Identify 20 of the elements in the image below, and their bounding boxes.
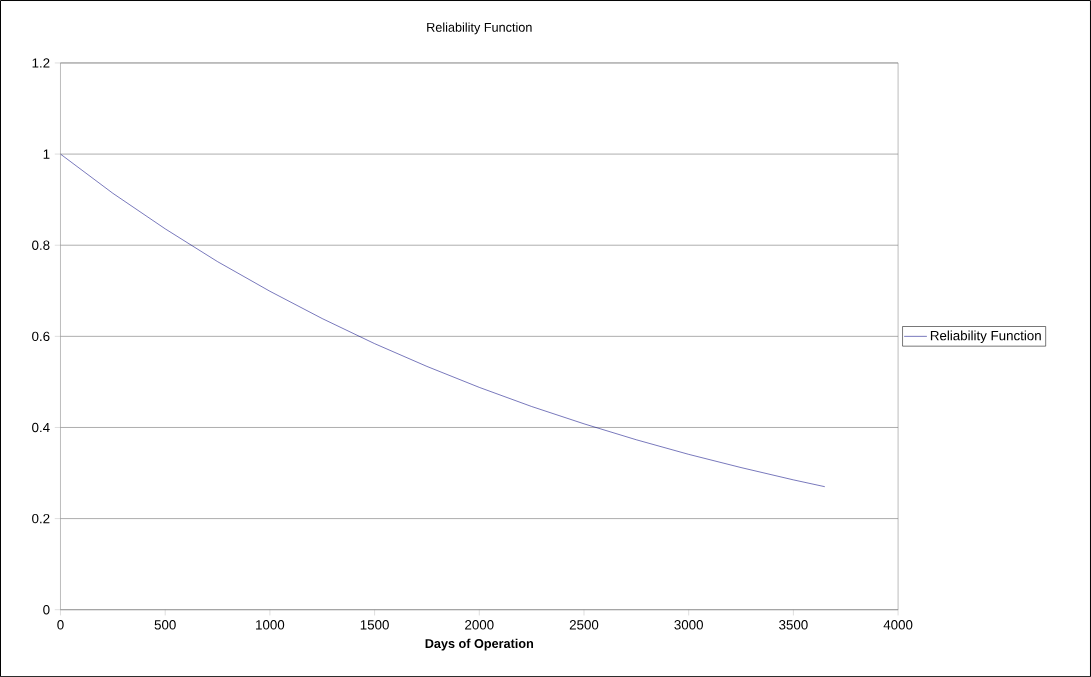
y-tick-label: 1 [43, 149, 50, 159]
y-tick-label: 0.8 [32, 240, 50, 250]
x-tick-label: 0 [57, 620, 64, 630]
y-tick-label: 0.2 [32, 513, 50, 524]
x-tick-label: 500 [154, 620, 176, 630]
y-tick-label: 0.4 [32, 422, 50, 433]
chart-title: Reliability Function [427, 22, 532, 35]
x-axis-title: Days of Operation [425, 638, 534, 651]
x-tick-label: 1000 [256, 620, 285, 630]
y-tick-label: 1.2 [32, 58, 50, 68]
x-tick-label: 1500 [360, 620, 389, 630]
x-tick-label: 3500 [779, 620, 808, 630]
x-tick-label: 3000 [674, 620, 703, 630]
x-tick-label: 4000 [883, 620, 913, 630]
y-tick-label: 0 [43, 604, 50, 615]
legend-label: Reliability Function [930, 330, 1041, 343]
x-tick-label: 2500 [569, 620, 599, 630]
line-series [60, 153, 826, 487]
y-tick-label: 0.6 [32, 331, 50, 341]
x-tick-label: 2000 [465, 620, 494, 630]
